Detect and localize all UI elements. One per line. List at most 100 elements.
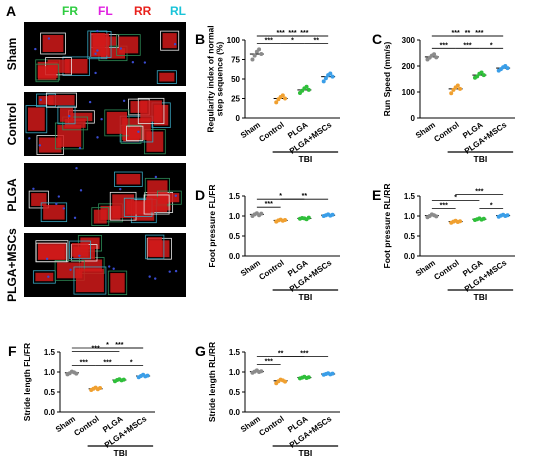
paw-print-box (143, 194, 170, 215)
significance-label: * (130, 360, 133, 367)
paw-dot (119, 47, 123, 50)
paw-print-box (114, 171, 143, 187)
significance-label: * (106, 342, 109, 349)
significance-label: *** (452, 30, 460, 37)
paw-print (147, 237, 162, 257)
paw-dot (47, 275, 50, 278)
paw-print (42, 35, 64, 52)
data-point (283, 96, 288, 101)
paw-print (118, 36, 139, 54)
paw-dot (62, 207, 66, 210)
paw-print (48, 95, 75, 106)
category-label: Control (432, 258, 460, 282)
paw-dot (173, 42, 177, 46)
image-row-label: PLGA (5, 178, 19, 212)
category-label: Control (257, 414, 285, 438)
significance-label: *** (115, 342, 123, 349)
panel-label-f: F (8, 343, 17, 359)
significance-label: *** (440, 42, 448, 49)
paw-dot (119, 187, 122, 191)
significance-label: * (490, 202, 493, 209)
data-point (259, 52, 264, 57)
paw-print (43, 204, 65, 220)
paw-print-box (160, 30, 180, 51)
paw-dot (100, 118, 103, 121)
paw-print (75, 268, 104, 293)
paw-print (38, 245, 65, 260)
y-axis-label: Run Speed (mm/s) (382, 42, 392, 117)
y-axis-label: Foot pressure RL/RR (382, 183, 392, 268)
image-row-label: Sham (5, 38, 19, 71)
significance-label: ** (465, 30, 471, 37)
paw-print-box (137, 97, 165, 125)
y-tick-label: 300 (402, 36, 416, 45)
data-point (306, 215, 311, 220)
significance-label: ** (278, 350, 284, 357)
paw-dot (174, 194, 177, 198)
category-label: Control (257, 258, 285, 282)
paw-dot (34, 47, 37, 51)
significance-label: *** (103, 360, 111, 367)
y-tick-label: 0.0 (44, 408, 56, 417)
paw-print-box (69, 240, 91, 260)
y-tick-label: 0.5 (229, 388, 241, 397)
image-row-label: PLGA+MSCs (5, 228, 19, 302)
group-label: TBI (299, 154, 313, 164)
paw-print (100, 48, 126, 59)
paw-print (110, 273, 125, 293)
paw-print (37, 66, 57, 80)
paw-dot (32, 187, 35, 190)
legend-label-rr: RR (134, 4, 152, 18)
data-point (434, 55, 439, 60)
significance-label: * (454, 194, 457, 201)
data-point (274, 100, 279, 105)
y-tick-label: 0.5 (404, 232, 416, 241)
paw-print-box (40, 202, 68, 223)
paw-print-box (28, 190, 49, 209)
data-point (451, 87, 456, 92)
panel-label-b: B (195, 31, 205, 47)
paw-dot (47, 37, 51, 40)
paw-dot (131, 61, 135, 64)
data-point (252, 53, 257, 58)
paw-print (116, 174, 141, 185)
data-point (330, 74, 335, 79)
y-tick-label: 1.5 (229, 192, 241, 201)
y-tick-label: 0.0 (404, 252, 416, 261)
paw-print (59, 108, 74, 122)
data-point (330, 212, 335, 217)
y-tick-label: 0 (236, 114, 241, 123)
paw-dot (57, 195, 61, 198)
paw-print-box (35, 242, 68, 263)
y-tick-label: 0.0 (229, 408, 241, 417)
paw-dot (78, 254, 81, 257)
paw-print-box (126, 125, 144, 142)
data-point (283, 379, 288, 384)
y-tick-label: 100 (227, 36, 241, 45)
paw-dot (28, 137, 31, 140)
paw-dot (112, 267, 115, 270)
paw-print (93, 209, 107, 224)
paw-dot (94, 52, 97, 55)
data-point (121, 377, 126, 382)
image-row-label: Control (5, 103, 19, 146)
data-point (323, 76, 328, 81)
paw-print-box (156, 70, 177, 84)
group-label: TBI (114, 448, 128, 458)
paw-print-box (145, 234, 165, 260)
data-point (505, 66, 510, 71)
paw-dot (88, 100, 92, 104)
significance-label: *** (265, 201, 273, 208)
legend-label-rl: RL (170, 4, 186, 18)
y-tick-label: 200 (402, 62, 416, 71)
y-axis-label: Stride length RL/RR (207, 342, 217, 422)
paw-print-box (90, 31, 112, 59)
data-point (306, 375, 311, 380)
data-point (259, 211, 264, 216)
data-point (74, 371, 79, 376)
significance-label: *** (80, 360, 88, 367)
data-point (434, 214, 439, 219)
panel-label-e: E (372, 187, 381, 203)
